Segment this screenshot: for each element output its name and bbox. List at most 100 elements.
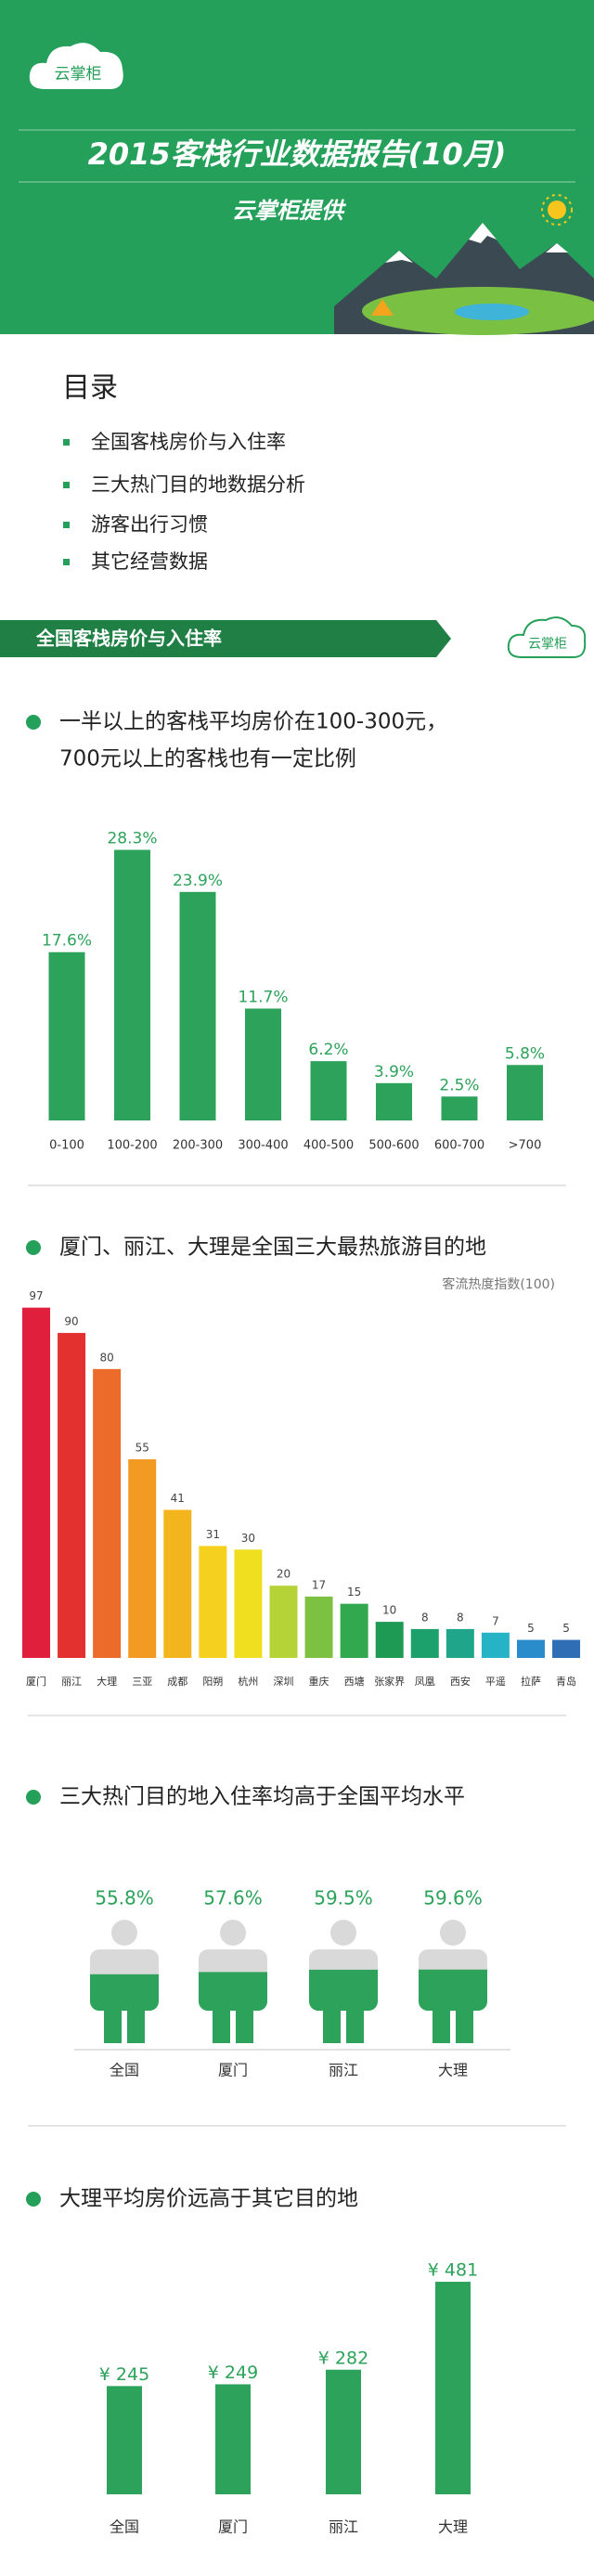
section-title: 全国客栈房价与入住率: [35, 628, 222, 650]
x-tick-label: 0-100: [49, 1139, 84, 1153]
x-tick-label: 全国: [110, 2062, 139, 2079]
data-label: 6.2%: [308, 1041, 348, 1059]
toc-title: 目录: [62, 372, 118, 405]
x-tick-label: 杭州: [238, 1675, 258, 1688]
x-tick-label: 西安: [450, 1675, 471, 1688]
data-label: ¥ 245: [99, 2364, 149, 2385]
toc-item: 其它经营数据: [91, 550, 208, 573]
toc-bullet: [63, 482, 70, 488]
header-subtitle: 云掌柜提供: [232, 198, 347, 224]
bar: [446, 1628, 474, 1658]
x-tick-label: 阳朔: [202, 1676, 223, 1688]
x-tick-label: 张家界: [374, 1675, 405, 1688]
data-label: 57.6%: [203, 1887, 263, 1909]
logo-text: 云掌柜: [55, 65, 102, 84]
data-label: 17: [312, 1578, 326, 1591]
data-label: 80: [99, 1351, 113, 1364]
x-tick-label: 重庆: [309, 1675, 329, 1688]
bar: [199, 1546, 227, 1658]
x-tick-label: 大理: [438, 2518, 468, 2536]
bar: [128, 1459, 157, 1658]
bar: [48, 951, 85, 1120]
x-tick-label: 厦门: [26, 1675, 46, 1688]
x-tick-label: 青岛: [556, 1675, 576, 1688]
x-tick-label: 全国: [110, 2518, 139, 2536]
x-tick-label: 丽江: [329, 2062, 358, 2079]
x-tick-label: 100-200: [107, 1139, 157, 1153]
toc-bullet: [63, 559, 70, 565]
x-tick-label: 大理: [97, 1675, 117, 1688]
data-label: 20: [277, 1568, 291, 1581]
toc-item: 三大热门目的地数据分析: [91, 473, 305, 496]
x-tick-label: 成都: [167, 1676, 187, 1688]
data-label: 8: [457, 1611, 464, 1624]
mountains: [334, 223, 594, 335]
data-label: 59.5%: [314, 1887, 373, 1909]
person-fill: [419, 1969, 487, 2043]
person-icon: [309, 1920, 378, 2043]
bar: [310, 1061, 347, 1120]
bar: [234, 1549, 263, 1658]
title-bullet: [26, 715, 41, 730]
section-banner: [0, 620, 451, 657]
bar: [516, 1639, 545, 1658]
data-label: 31: [206, 1528, 220, 1541]
x-tick-label: 西塘: [344, 1675, 365, 1688]
data-label: 11.7%: [238, 988, 288, 1006]
bar: [114, 849, 150, 1120]
bar: [552, 1639, 581, 1658]
data-label: ¥ 282: [318, 2348, 368, 2368]
bar: [435, 2282, 471, 2494]
bar: [58, 1332, 86, 1658]
bar: [245, 1008, 281, 1120]
bar: [375, 1622, 404, 1658]
data-label: 97: [29, 1289, 43, 1302]
chart-title: 700元以上的客栈也有一定比例: [59, 747, 356, 771]
data-label: 10: [382, 1604, 396, 1617]
bar: [22, 1307, 50, 1658]
title-bullet: [26, 2192, 41, 2207]
bar: [410, 1628, 439, 1658]
x-tick-label: 厦门: [218, 2062, 248, 2079]
chart-title: 厦门、丽江、大理是全国三大最热旅游目的地: [59, 1236, 486, 1260]
logo: 云掌柜: [29, 43, 123, 89]
data-label: 8: [421, 1611, 429, 1624]
data-label: ¥ 481: [428, 2260, 478, 2281]
bar: [326, 2369, 361, 2494]
person-fill: [309, 1969, 378, 2043]
toc-item: 游客出行习惯: [91, 513, 208, 536]
x-tick-label: 深圳: [273, 1676, 293, 1688]
chart-title: 三大热门目的地入住率均高于全国平均水平: [59, 1785, 465, 1809]
bar: [107, 2386, 142, 2494]
data-label: 7: [492, 1614, 499, 1627]
header-title: 2015客栈行业数据报告(10月): [88, 136, 507, 172]
x-tick-label: 丽江: [329, 2518, 358, 2536]
data-label: 59.6%: [423, 1887, 483, 1909]
bar: [163, 1509, 192, 1658]
data-label: 15: [347, 1586, 361, 1599]
bar: [304, 1596, 333, 1658]
person-fill: [199, 1972, 267, 2043]
bar: [376, 1082, 412, 1120]
title-bullet: [26, 1790, 41, 1805]
data-label: 23.9%: [173, 872, 223, 890]
x-tick-label: >700: [509, 1139, 542, 1153]
bar: [441, 1096, 478, 1120]
bar: [340, 1603, 368, 1658]
x-tick-label: 400-500: [303, 1139, 354, 1153]
data-label: 2.5%: [439, 1076, 479, 1094]
x-tick-label: 500-600: [368, 1139, 419, 1153]
sun: [541, 194, 573, 226]
data-label: 90: [64, 1314, 78, 1327]
person-fill: [90, 1974, 159, 2043]
data-label: 41: [171, 1492, 185, 1505]
section-logo: 云掌柜: [507, 616, 587, 658]
title-bullet: [26, 1240, 41, 1255]
person-icon: [199, 1920, 267, 2043]
data-label: 5: [562, 1622, 570, 1635]
x-tick-label: 600-700: [434, 1139, 484, 1153]
data-label: 55: [136, 1442, 149, 1455]
x-tick-label: 大理: [438, 2062, 468, 2079]
